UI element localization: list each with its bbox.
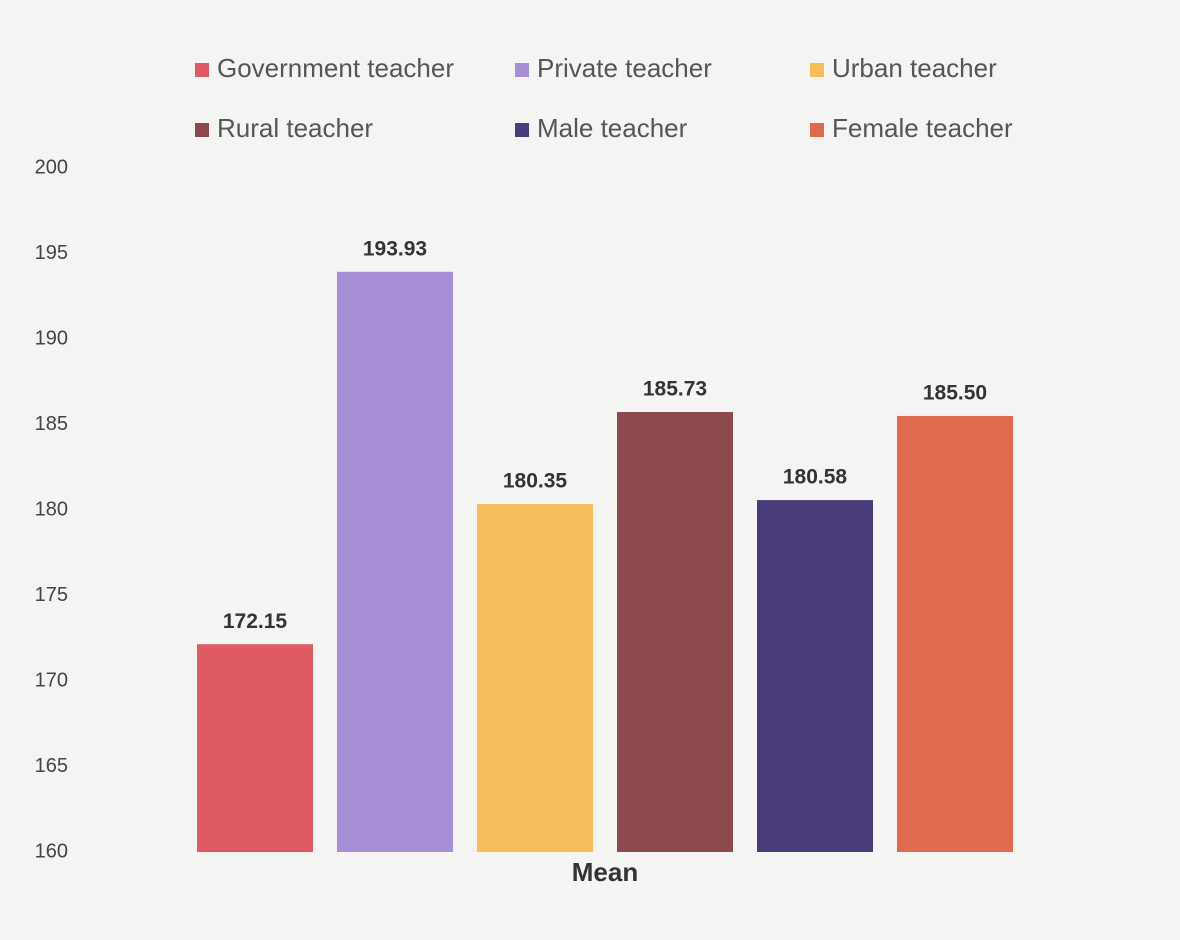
y-tick-label: 195 bbox=[35, 242, 68, 264]
legend-label: Rural teacher bbox=[217, 113, 373, 143]
value-label: 180.35 bbox=[503, 470, 568, 493]
value-label: 172.15 bbox=[223, 610, 288, 633]
legend-label: Private teacher bbox=[537, 53, 712, 83]
y-tick-label: 175 bbox=[35, 584, 68, 606]
y-tick-label: 160 bbox=[35, 840, 68, 862]
bar bbox=[757, 500, 873, 852]
legend-swatch bbox=[195, 123, 209, 137]
legend-swatch bbox=[515, 123, 529, 137]
legend-label: Female teacher bbox=[832, 113, 1013, 143]
bar bbox=[197, 644, 313, 852]
value-label: 185.73 bbox=[643, 378, 707, 401]
y-tick-label: 185 bbox=[35, 413, 68, 435]
y-tick-label: 165 bbox=[35, 755, 68, 777]
legend-swatch bbox=[515, 63, 529, 77]
legend-swatch bbox=[810, 123, 824, 137]
y-tick-label: 190 bbox=[35, 327, 68, 349]
y-tick-label: 180 bbox=[35, 498, 68, 520]
bar bbox=[477, 504, 593, 852]
value-label: 185.50 bbox=[923, 381, 987, 404]
value-label: 193.93 bbox=[363, 237, 427, 260]
bar bbox=[617, 412, 733, 852]
legend-swatch bbox=[195, 63, 209, 77]
value-label: 180.58 bbox=[783, 466, 848, 489]
legend-swatch bbox=[810, 63, 824, 77]
y-tick-label: 170 bbox=[35, 669, 68, 691]
bar bbox=[337, 271, 453, 852]
bar bbox=[897, 415, 1013, 852]
y-tick-label: 200 bbox=[35, 156, 68, 178]
legend-label: Male teacher bbox=[537, 113, 688, 143]
legend-label: Government teacher bbox=[217, 53, 454, 83]
x-tick-label: Mean bbox=[572, 857, 638, 887]
legend-label: Urban teacher bbox=[832, 53, 997, 83]
